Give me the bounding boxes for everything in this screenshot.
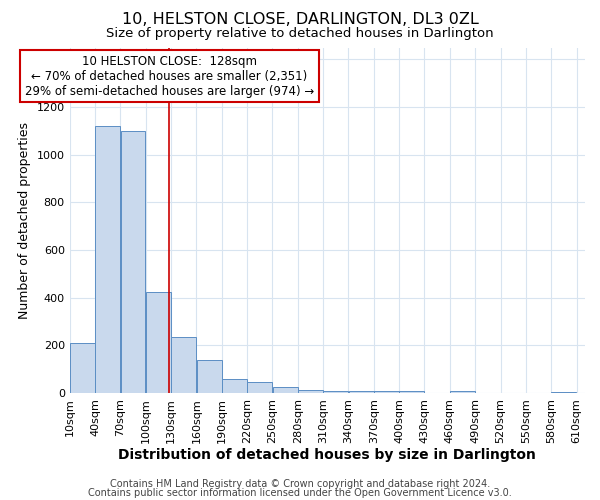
Bar xyxy=(247,382,272,393)
Bar xyxy=(374,391,399,393)
Bar xyxy=(95,126,120,393)
Y-axis label: Number of detached properties: Number of detached properties xyxy=(18,122,31,319)
Bar xyxy=(298,390,323,393)
Bar xyxy=(146,292,171,393)
Text: 10 HELSTON CLOSE:  128sqm
← 70% of detached houses are smaller (2,351)
29% of se: 10 HELSTON CLOSE: 128sqm ← 70% of detach… xyxy=(25,54,314,98)
Text: Contains HM Land Registry data © Crown copyright and database right 2024.: Contains HM Land Registry data © Crown c… xyxy=(110,479,490,489)
Bar xyxy=(197,360,221,393)
Bar xyxy=(70,343,95,393)
Bar xyxy=(121,131,145,393)
Bar xyxy=(400,390,424,393)
Bar xyxy=(272,387,298,393)
Text: Size of property relative to detached houses in Darlington: Size of property relative to detached ho… xyxy=(106,28,494,40)
Bar xyxy=(450,391,475,393)
Bar xyxy=(349,390,374,393)
X-axis label: Distribution of detached houses by size in Darlington: Distribution of detached houses by size … xyxy=(118,448,536,462)
Bar xyxy=(171,337,196,393)
Text: 10, HELSTON CLOSE, DARLINGTON, DL3 0ZL: 10, HELSTON CLOSE, DARLINGTON, DL3 0ZL xyxy=(122,12,478,28)
Bar xyxy=(551,392,577,393)
Bar xyxy=(222,379,247,393)
Bar xyxy=(323,390,348,393)
Text: Contains public sector information licensed under the Open Government Licence v3: Contains public sector information licen… xyxy=(88,488,512,498)
